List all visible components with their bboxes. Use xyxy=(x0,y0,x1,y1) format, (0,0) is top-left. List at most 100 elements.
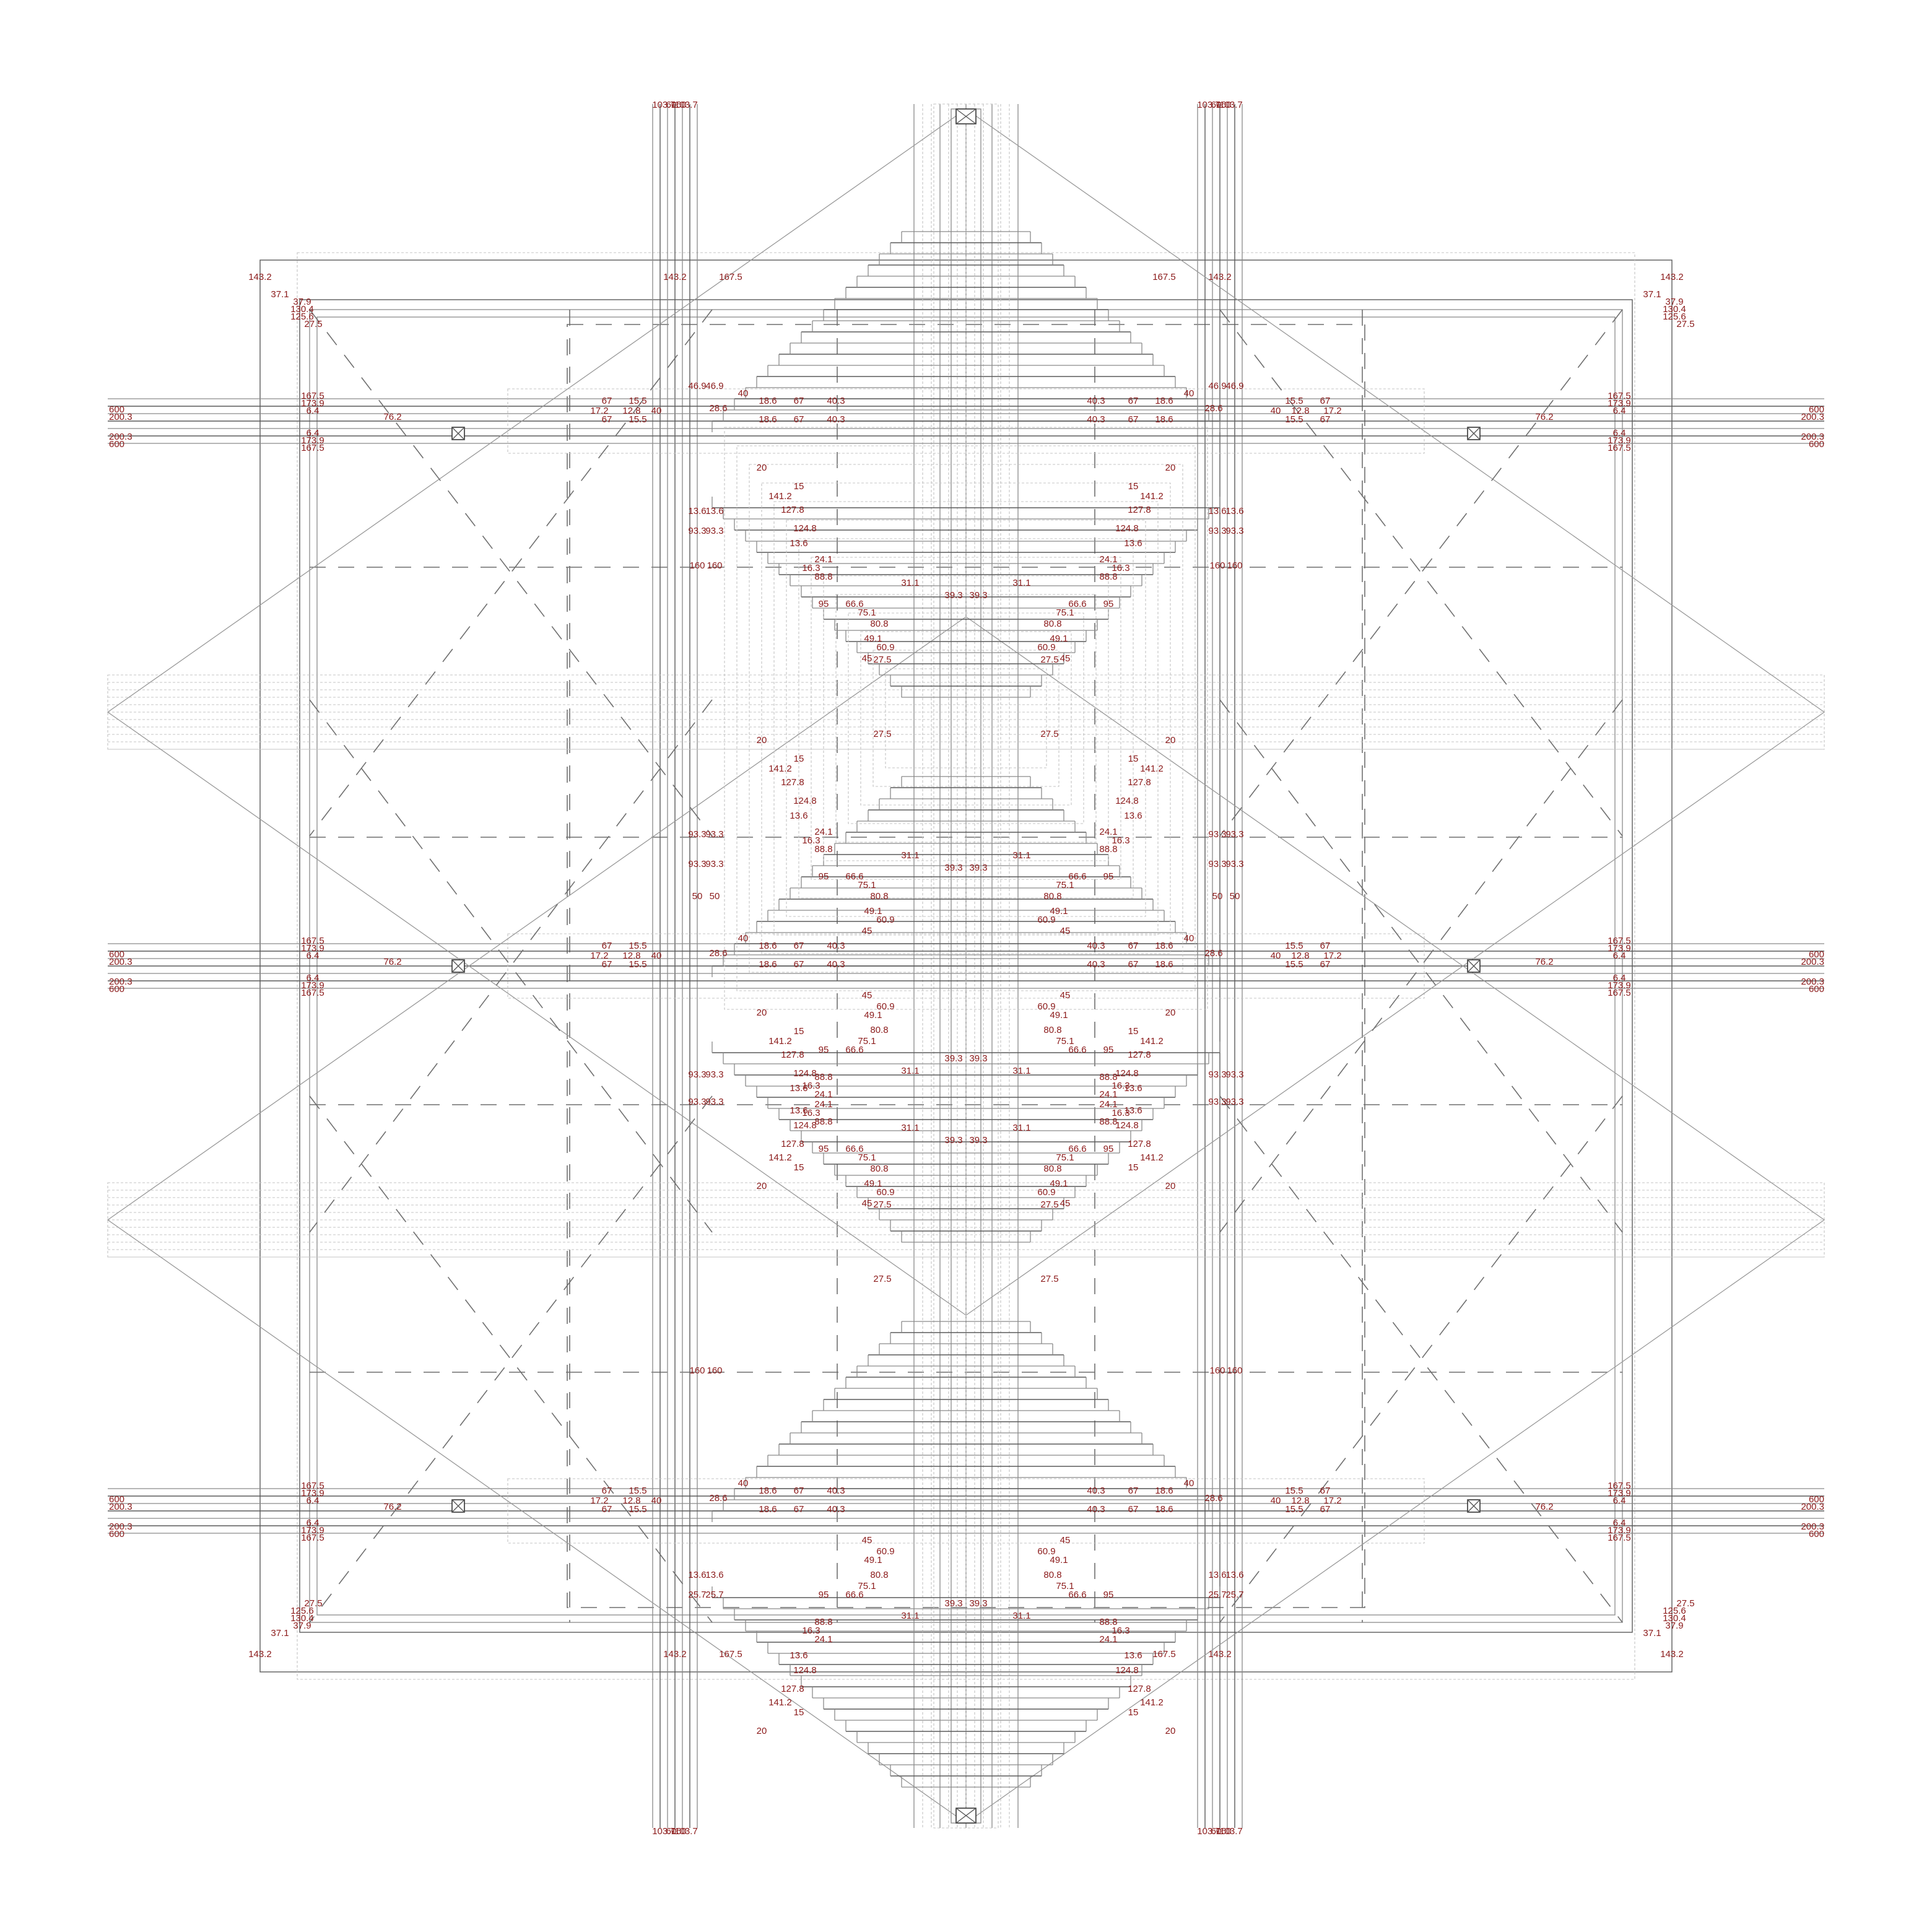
dimension-label: 39.3 xyxy=(969,1598,987,1609)
dimension-label: 66.6 xyxy=(1068,1590,1086,1600)
dimension-label: 60 xyxy=(666,1826,677,1837)
dimension-label: 80.8 xyxy=(870,1025,888,1035)
nested-frame xyxy=(835,594,1097,843)
dimension-label: 67 xyxy=(1128,941,1139,951)
dimension-label: 40 xyxy=(651,1495,662,1506)
dimension-label: 93.3 xyxy=(1225,1069,1243,1080)
dimension-label: 15.5 xyxy=(629,414,646,425)
dimension-label: 173.9 xyxy=(1608,943,1631,954)
dimension-label: 200.3 xyxy=(109,1502,133,1512)
dimension-label: 45 xyxy=(1060,653,1071,664)
dimension-label: 60 xyxy=(666,100,677,110)
dimension-label: 16.3 xyxy=(802,1081,820,1091)
dimension-label: 45 xyxy=(862,990,872,1001)
dimension-label: 200.3 xyxy=(1801,412,1824,422)
dimension-label: 93.3 xyxy=(1208,526,1226,536)
dimension-label: 40.3 xyxy=(827,396,845,406)
dimension-label: 93.3 xyxy=(705,829,723,840)
dimension-label: 15 xyxy=(794,481,804,492)
dimension-label: 103.7 xyxy=(1219,1826,1243,1837)
dimension-label: 95 xyxy=(819,599,829,609)
dimension-label: 167.5 xyxy=(1608,988,1631,998)
dimension-label: 31.1 xyxy=(1012,1123,1030,1133)
dimension-label: 39.3 xyxy=(944,590,962,601)
dimension-label: 20 xyxy=(1165,1007,1176,1018)
dimension-label: 15.5 xyxy=(1285,941,1303,951)
dimension-label: 160 xyxy=(1227,560,1242,571)
dimension-label: 6.4 xyxy=(1613,1518,1626,1528)
dimension-label: 75.1 xyxy=(858,1036,876,1046)
dimension-label: 143.2 xyxy=(1660,1649,1684,1660)
dimension-label: 76.2 xyxy=(1535,1502,1553,1512)
dimension-label: 49.1 xyxy=(864,1178,882,1189)
dimension-label: 66.6 xyxy=(845,1590,863,1600)
dimension-label: 40 xyxy=(1184,388,1194,399)
dimension-label: 50 xyxy=(1212,891,1223,902)
dimension-label: 28.6 xyxy=(709,948,727,959)
dimension-label: 95 xyxy=(819,871,829,882)
dimension-label: 31.1 xyxy=(901,1066,919,1076)
dimension-label: 16.3 xyxy=(802,835,820,846)
dimension-label: 200.3 xyxy=(1801,957,1824,967)
dimension-label: 15.5 xyxy=(629,959,646,970)
x-brace xyxy=(309,1095,713,1623)
dimension-label: 67 xyxy=(1320,959,1331,970)
dimension-label: 76.2 xyxy=(1535,412,1553,422)
dimension-label: 75.1 xyxy=(1056,1581,1074,1591)
dimension-label: 31.1 xyxy=(901,578,919,588)
dimension-label: 13.6 xyxy=(790,1650,807,1661)
dimension-label: 37.9 xyxy=(293,297,311,307)
dimension-label: 15 xyxy=(1128,754,1139,764)
dimension-label: 80.8 xyxy=(1043,619,1061,629)
dimension-label: 167.5 xyxy=(301,391,324,401)
dimension-label: 39.3 xyxy=(969,1053,987,1064)
dimension-label: 124.8 xyxy=(793,1068,817,1079)
dimension-label: 125.6 xyxy=(290,1606,314,1616)
dimension-label: 67 xyxy=(1128,959,1139,970)
dimension-label: 24.1 xyxy=(1099,1099,1117,1110)
dimension-label: 67 xyxy=(1128,414,1139,425)
dimension-label: 160 xyxy=(1209,560,1225,571)
dimension-label: 200.3 xyxy=(109,977,133,987)
dimension-label: 13.6 xyxy=(790,1083,807,1094)
dimension-label: 95 xyxy=(1103,871,1114,882)
dimension-label: 75.1 xyxy=(1056,607,1074,618)
dimension-label: 12.8 xyxy=(1291,1495,1309,1506)
x-brace xyxy=(309,1095,713,1623)
dimension-label: 49.1 xyxy=(1050,633,1068,644)
dimension-label: 167.5 xyxy=(1608,391,1631,401)
dimension-label: 49.1 xyxy=(864,1555,882,1565)
dimension-label: 40 xyxy=(1271,1495,1281,1506)
nested-frame xyxy=(724,427,1208,1010)
dimension-label: 93.3 xyxy=(688,1097,706,1107)
nested-frame xyxy=(823,575,1109,861)
nested-frame xyxy=(848,612,1084,824)
dimension-label: 124.8 xyxy=(793,796,817,806)
dimension-label: 600 xyxy=(1809,1529,1824,1539)
dimension-label: 88.8 xyxy=(1099,1072,1117,1082)
dimension-label: 88.8 xyxy=(814,1617,832,1627)
dimension-label: 12.8 xyxy=(622,1495,640,1506)
dimension-label: 103.7 xyxy=(652,100,676,110)
dimension-label: 88.8 xyxy=(814,1116,832,1127)
dimension-label: 13.6 xyxy=(1124,1650,1142,1661)
structure-lines xyxy=(107,103,1825,1829)
dimension-label: 6.4 xyxy=(307,1518,320,1528)
dimension-label: 141.2 xyxy=(1140,1036,1164,1046)
dimension-label: 13.6 xyxy=(1124,538,1142,549)
dimension-label: 160 xyxy=(1209,1365,1225,1376)
dimension-label: 95 xyxy=(1103,1045,1114,1055)
dimension-label: 141.2 xyxy=(768,1036,792,1046)
dimension-label: 24.1 xyxy=(814,1634,832,1645)
dimension-label: 93.3 xyxy=(1208,1097,1226,1107)
dimension-label: 127.8 xyxy=(781,1139,804,1149)
dimension-label: 173.9 xyxy=(1608,1488,1631,1499)
dimension-label: 20 xyxy=(1165,1726,1176,1736)
dimension-label: 20 xyxy=(1165,463,1176,473)
dimension-label: 24.1 xyxy=(814,554,832,565)
dimension-label: 173.9 xyxy=(301,435,324,446)
dimension-label: 173.9 xyxy=(1608,980,1631,991)
dimension-label: 173.9 xyxy=(1608,435,1631,446)
dimension-label: 12.8 xyxy=(622,406,640,416)
nested-frame xyxy=(773,501,1159,936)
